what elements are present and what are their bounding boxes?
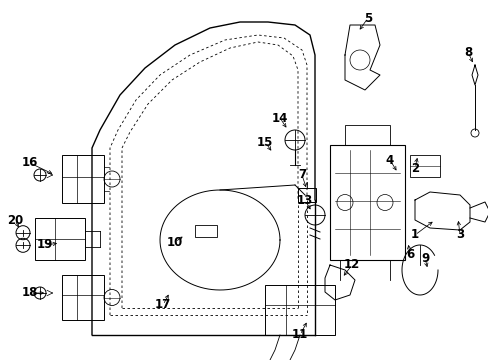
Text: 11: 11 (291, 328, 307, 342)
Text: 10: 10 (166, 235, 183, 248)
Text: 15: 15 (256, 135, 273, 148)
Text: 5: 5 (363, 12, 371, 24)
Text: 14: 14 (271, 112, 287, 125)
Text: 2: 2 (410, 162, 418, 175)
Text: 18: 18 (22, 287, 38, 300)
Text: 16: 16 (22, 157, 38, 170)
Text: 1: 1 (410, 229, 418, 242)
Text: 19: 19 (37, 238, 53, 252)
Text: 8: 8 (463, 45, 471, 58)
Text: 13: 13 (296, 194, 312, 207)
Text: 17: 17 (155, 298, 171, 311)
Text: 7: 7 (297, 168, 305, 181)
Text: 12: 12 (343, 258, 359, 271)
Text: 9: 9 (420, 252, 428, 265)
Text: 6: 6 (405, 248, 413, 261)
Text: 4: 4 (385, 153, 393, 166)
Text: 20: 20 (7, 213, 23, 226)
Text: 3: 3 (455, 229, 463, 242)
